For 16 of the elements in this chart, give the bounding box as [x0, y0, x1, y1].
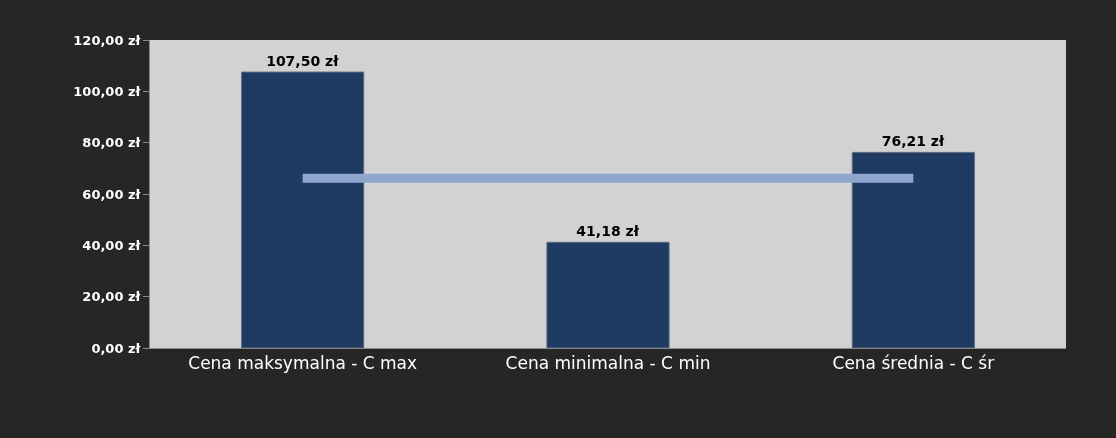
x-tick-label: Cena maksymalna - C max: [188, 353, 418, 374]
data-label: 107,50 zł: [266, 53, 340, 70]
y-tick-label: 120,00 zł: [73, 32, 142, 48]
x-tick-label: Cena minimalna - C min: [505, 353, 711, 374]
data-label: 76,21 zł: [881, 133, 945, 150]
bar: [546, 241, 670, 348]
x-tick-label: Cena średnia - C śr: [832, 353, 995, 374]
data-label: 41,18 zł: [576, 223, 640, 240]
y-tick-label: 60,00 zł: [82, 186, 142, 202]
y-tick-label: 80,00 zł: [82, 135, 142, 151]
y-tick-label: 0,00 zł: [91, 340, 142, 356]
bar: [851, 151, 975, 348]
bar: [241, 71, 365, 348]
y-tick-label: 20,00 zł: [82, 289, 142, 305]
y-tick-label: 100,00 zł: [73, 83, 142, 99]
y-tick-label: 40,00 zł: [82, 237, 142, 253]
